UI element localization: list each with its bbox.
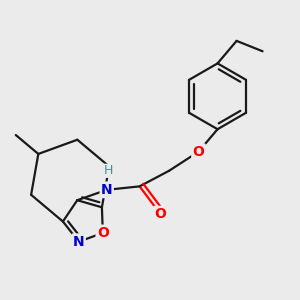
Text: N: N [73,235,85,249]
Text: O: O [193,145,204,159]
Text: O: O [154,207,166,221]
Text: O: O [97,226,109,240]
Text: H: H [104,164,113,177]
Text: N: N [101,183,112,197]
